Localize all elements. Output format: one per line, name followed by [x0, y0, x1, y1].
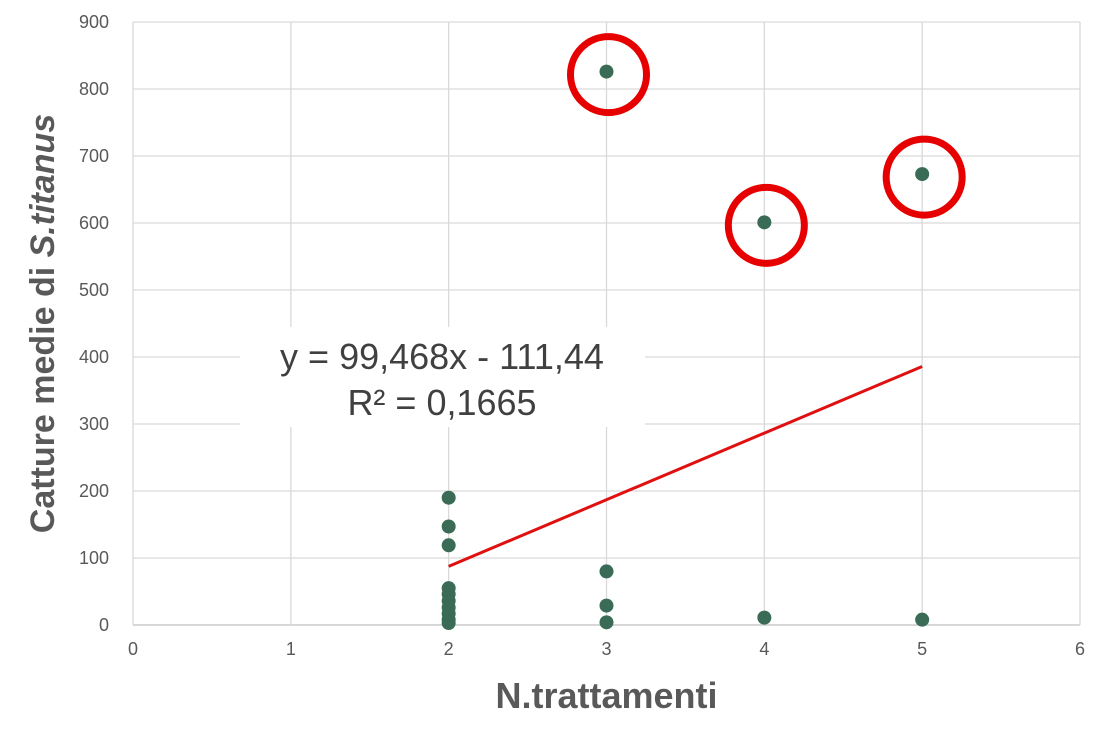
data-point: [757, 610, 772, 625]
data-point: [441, 538, 456, 553]
x-tick-label: 5: [917, 639, 927, 659]
trendline-segment: [448, 365, 923, 568]
y-tick-label: 400: [79, 347, 109, 367]
x-tick-label: 3: [601, 639, 611, 659]
y-tick-labels: 0 100 200 300 400 500 600 700 800 900: [79, 12, 109, 635]
data-point: [599, 598, 614, 613]
data-point: [599, 564, 614, 579]
y-tick-label: 700: [79, 146, 109, 166]
data-point: [441, 615, 456, 630]
y-tick-label: 600: [79, 213, 109, 233]
highlight-circle: [724, 183, 808, 267]
equation-background: [240, 327, 645, 427]
data-point: [915, 612, 930, 627]
y-tick-label: 500: [79, 280, 109, 300]
x-tick-label: 2: [444, 639, 454, 659]
x-tick-labels: 0 1 2 3 4 5 6: [128, 639, 1085, 659]
equation-text: y = 99,468x - 111,44: [280, 336, 604, 377]
y-tick-label: 800: [79, 79, 109, 99]
x-tick-label: 0: [128, 639, 138, 659]
x-axis-title: N.trattamenti: [495, 675, 717, 716]
x-tick-label: 1: [286, 639, 296, 659]
y-axis-title-prefix: Catture medie di: [24, 257, 62, 533]
y-axis-title-species: S.titanus: [24, 114, 62, 258]
data-point: [757, 215, 772, 230]
highlight-circle: [567, 33, 650, 117]
trendline-equation: y = 99,468x - 111,44 R² = 0,1665: [240, 327, 645, 427]
x-tick-label: 6: [1075, 639, 1085, 659]
y-tick-label: 0: [99, 615, 109, 635]
data-point: [599, 615, 614, 630]
highlight-circle: [882, 135, 966, 219]
data-points: [441, 64, 930, 630]
data-point: [599, 64, 614, 79]
highlight-circles: [567, 33, 966, 267]
y-tick-label: 100: [79, 548, 109, 568]
y-axis-title: Catture medie di S.titanus: [24, 114, 62, 533]
trendline: [448, 365, 923, 568]
y-tick-label: 300: [79, 414, 109, 434]
r-squared-text: R² = 0,1665: [347, 382, 536, 423]
data-point: [441, 490, 456, 505]
data-point: [441, 519, 456, 534]
y-tick-label: 200: [79, 481, 109, 501]
y-tick-label: 900: [79, 12, 109, 32]
data-point: [915, 167, 930, 182]
x-tick-label: 4: [759, 639, 769, 659]
